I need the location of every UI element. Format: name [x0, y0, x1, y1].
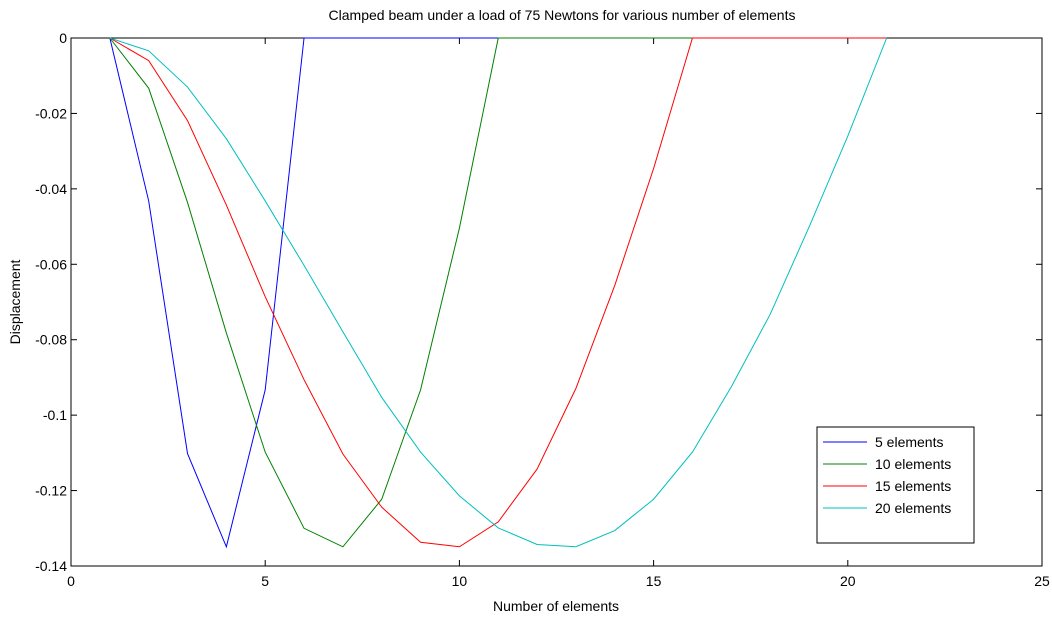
x-axis-title: Number of elements	[493, 598, 619, 614]
legend-label: 5 elements	[875, 434, 943, 450]
x-tick-label: 20	[840, 573, 856, 589]
series-line-3	[109, 37, 887, 548]
y-tick-label: -0.14	[35, 558, 67, 574]
legend-label: 20 elements	[875, 500, 951, 516]
chart-title: Clamped beam under a load of 75 Newtons …	[329, 7, 796, 23]
x-tick-label: 15	[646, 573, 662, 589]
y-tick-label: -0.06	[35, 256, 67, 272]
x-tick-label: 25	[1034, 573, 1050, 589]
series-layer	[109, 37, 888, 549]
legend-box	[816, 426, 975, 544]
legend-label: 10 elements	[875, 456, 951, 472]
x-tick-label: 5	[261, 573, 269, 589]
y-tick-label: -0.08	[35, 332, 67, 348]
legend: 5 elements 10 elements 15 elements 20 eleme…	[816, 426, 975, 544]
legend-label: 15 elements	[875, 478, 951, 494]
y-tick-label: -0.04	[35, 181, 67, 197]
x-tick-label: 10	[452, 573, 468, 589]
y-tick-label: -0.02	[35, 105, 67, 121]
y-tick-label: 0	[59, 30, 67, 46]
series-line-4	[109, 37, 888, 548]
y-tick-label: -0.12	[35, 483, 67, 499]
y-tick-label: -0.1	[43, 407, 67, 423]
axis-ticks: 0 5 10 15 20 25 0 -0.02 -0.04 -0.06 -0.08 -0.1 -0.12…	[35, 30, 1050, 589]
x-tick-label: 0	[67, 573, 75, 589]
y-axis-title: Displacement	[7, 259, 23, 344]
